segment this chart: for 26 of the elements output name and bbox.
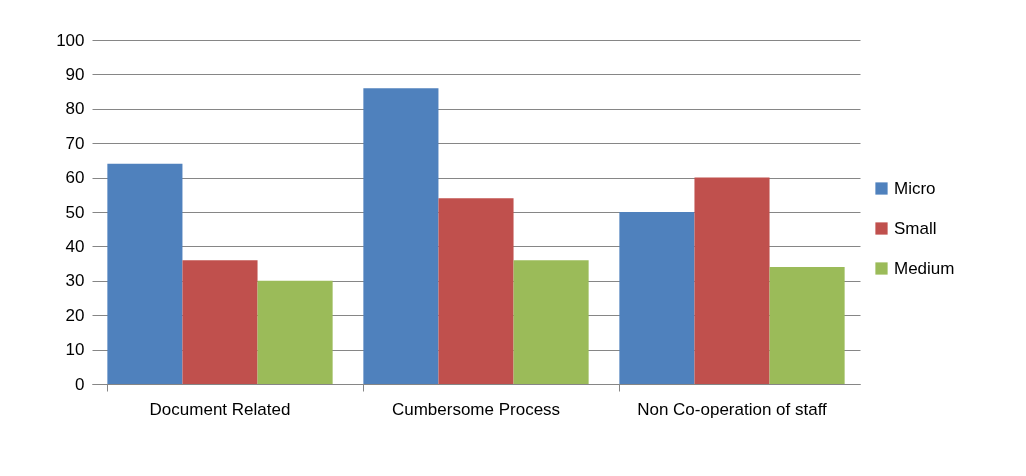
- legend-label: Medium: [894, 258, 955, 278]
- y-tick-label: 70: [65, 133, 85, 153]
- bar: [182, 260, 258, 384]
- bar: [769, 267, 845, 384]
- y-tick-label: 40: [65, 236, 85, 256]
- legend-label: Small: [894, 218, 937, 238]
- y-tick-label: 60: [65, 168, 85, 188]
- bar: [107, 163, 183, 384]
- y-tick-label: 90: [65, 64, 85, 84]
- bar: [694, 177, 770, 384]
- x-tick-label: Non Co-operation of staff: [637, 399, 828, 419]
- legend-label: Micro: [894, 178, 936, 198]
- bar: [513, 260, 589, 384]
- x-tick-label: Cumbersome Process: [391, 399, 561, 419]
- bar: [438, 198, 514, 384]
- y-tick-label: 50: [65, 202, 85, 222]
- x-tick-label: Document Related: [149, 399, 291, 419]
- y-tick-label: 20: [65, 305, 85, 325]
- bar: [257, 280, 333, 384]
- bar: [619, 212, 695, 384]
- y-tick-label: 30: [65, 271, 85, 291]
- y-tick-label: 0: [75, 374, 85, 394]
- y-tick-label: 80: [65, 99, 85, 119]
- bar: [363, 88, 439, 384]
- y-tick-label: 100: [56, 30, 85, 50]
- y-tick-label: 10: [65, 340, 85, 360]
